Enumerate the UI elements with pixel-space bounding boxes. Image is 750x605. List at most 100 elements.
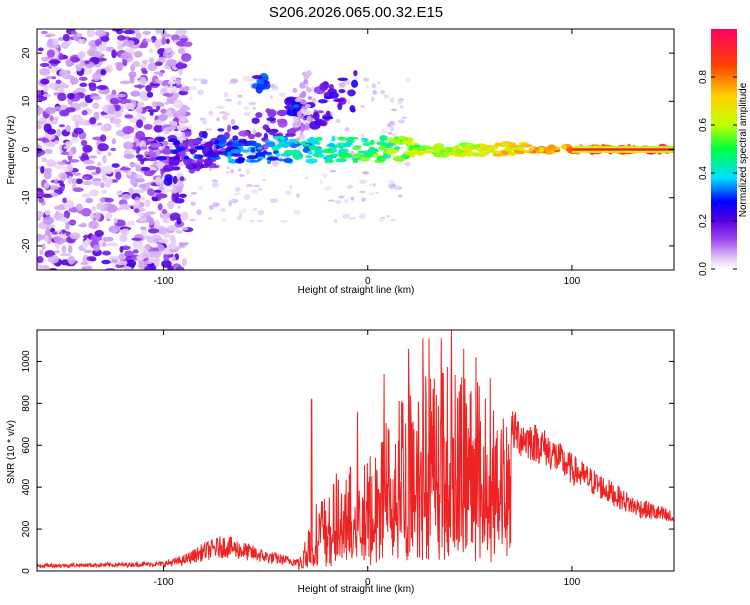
spectrogram-cell [81,176,90,180]
spectrogram-cell [161,208,168,214]
spectrogram-cell [92,178,102,182]
spectrogram-cell [242,75,251,82]
spectrogram-cell [110,255,120,260]
spectrogram-cell [61,41,70,49]
spectrogram-cell [133,174,143,178]
spectrogram-cell [371,83,377,89]
spectrogram-cell [160,88,169,92]
spectrogram-cell [177,205,181,209]
spectrogram-cell [89,189,100,197]
spectrogram-cell [143,123,153,130]
spectrogram-cell [189,218,196,222]
spectrogram-cell [143,157,148,161]
spectrogram-cell [146,38,153,42]
spectrogram-cell [77,210,90,215]
spectrogram-cell [279,219,288,223]
spectrogram-cell [53,235,62,243]
spectrogram-cell [277,158,285,162]
spectrogram-cell [69,77,79,85]
spectrogram-cell [37,47,44,52]
colorbar-tick-label: 0.4 [698,166,709,180]
spectrogram-cell [142,30,151,36]
spectrogram-cell [50,192,59,197]
spectrogram-cell [252,184,261,187]
spectrogram-cell [391,138,401,144]
spectrogram-cell [220,217,227,222]
spectrogram-y-axis: -20 -10 0 10 20 [21,47,674,253]
spectrogram-cell [139,146,148,150]
spectrogram-cell [187,124,193,130]
spectrogram-cell [379,217,384,222]
spectrogram-cell [161,188,173,193]
spectrogram-cell [202,118,207,125]
spectrogram-cell [350,107,356,113]
spectrogram-cell [388,120,396,126]
spectrogram-cell [63,145,71,149]
spectrogram-cell [225,112,230,116]
spectrogram-cell [266,156,279,161]
spectrogram-cell [141,69,148,75]
spectrogram-cell [135,154,144,160]
spectrogram-cell [89,117,97,125]
spectrogram-cell [394,185,400,190]
spectrogram-cell [275,136,286,139]
spectrogram-cell [115,123,121,128]
spectrogram-cell [333,218,338,224]
spectrogram-cell [432,149,441,154]
spectrogram-cell [209,156,222,160]
spectrogram-cell [81,240,89,249]
spectrogram-cell [189,96,193,101]
spectrogram-cell [167,242,177,250]
spectrogram-cell [547,144,556,150]
spectrogram-cell [324,154,336,158]
spectrogram-cell [101,189,108,194]
spectrogram-cell [389,97,395,103]
spectrogram-cell [169,234,176,243]
spectrogram-cell [350,196,355,201]
spectrogram-cell [249,219,255,223]
spectrogram-cell [119,234,128,243]
spectrogram-cell [290,149,300,153]
spectrogram-cell [226,166,230,170]
spectrogram-cell [238,208,247,213]
spectrogram-cell [211,182,219,188]
spectrogram-cell [338,89,346,94]
spectrogram-cell [327,142,336,148]
spectrogram-cell [398,194,403,198]
spectrogram-cell [75,203,83,212]
spectrogram-cell [168,138,178,143]
spectrogram-cell [239,174,245,177]
spectrogram-cell [299,92,307,99]
spectrogram-cell [322,172,328,179]
spectrogram-cell [389,125,394,132]
spectrogram-cell [67,163,74,173]
spectrogram-cell [130,162,138,167]
spectrogram-cell [104,197,114,203]
spectrogram-cell [364,171,369,175]
spectrogram-cell [241,139,248,145]
spectrogram-cell [452,146,459,151]
spectrogram-cell [62,197,67,204]
spectrogram-cell [246,141,256,146]
spectrogram-cell [161,36,167,45]
spectrogram-cell [100,198,105,204]
spectrogram-cell [204,141,214,148]
colorbar: 0.0 0.2 0.4 0.6 0.8 Normalized spectral ampl… [698,29,749,276]
spectrogram-cell [280,138,286,141]
spectrogram-cell [305,87,312,93]
spectrogram-cell [376,141,388,146]
spectrogram-cell [257,209,265,216]
spectrogram-cell [113,217,118,224]
spectrogram-cell [81,193,91,198]
spectrogram-cell [153,189,162,193]
spectrogram-cell [168,156,178,160]
spectrogram-cell [565,146,573,153]
spectrogram-cell [208,110,214,116]
spectrogram-cell [101,114,113,119]
spectrogram-cell [172,183,177,190]
spectrogram-cell [163,216,168,223]
spectrogram-cell [86,29,96,38]
spectrogram-cell [397,136,405,140]
spectrogram-cell [378,145,387,151]
